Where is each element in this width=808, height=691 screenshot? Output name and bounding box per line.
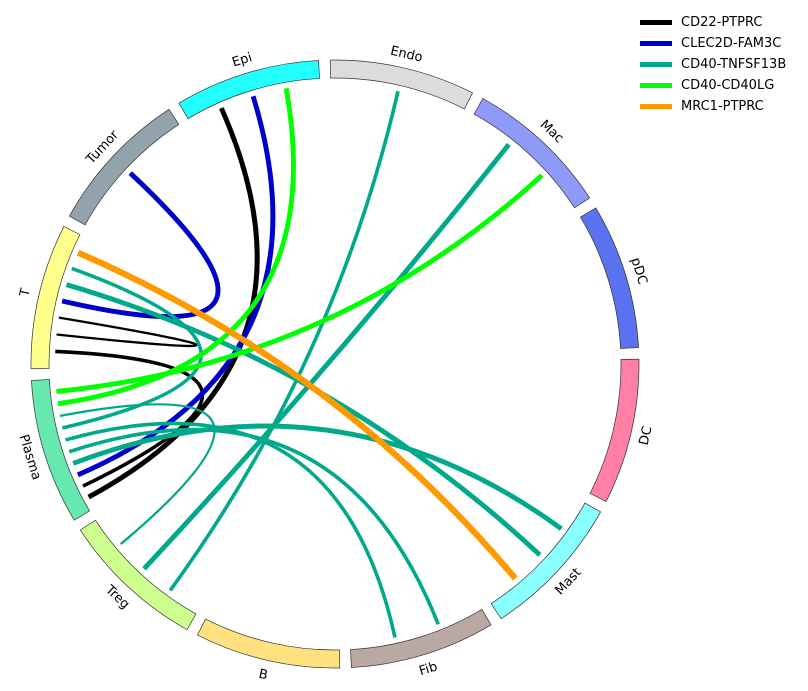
legend: CD22-PTPRC CLEC2D-FAM3C CD40-TNFSF13B CD40-… xyxy=(640,12,786,117)
link-cd40-tnfsf13b xyxy=(142,142,511,571)
link-mrc1-ptprc xyxy=(76,249,518,581)
link-cd40-tnfsf13b xyxy=(61,266,203,430)
sector-mast xyxy=(490,502,602,620)
links-layer xyxy=(55,87,563,638)
legend-item: MRC1-PTPRC xyxy=(640,96,786,117)
sector-treg xyxy=(79,519,197,631)
sector-label-t: T xyxy=(17,287,34,299)
sector-label-plasma: Plasma xyxy=(16,433,44,482)
legend-label: MRC1-PTPRC xyxy=(681,99,764,114)
link-cd40-cd40lg xyxy=(56,173,544,394)
link-cd40-tnfsf13b xyxy=(65,421,397,638)
legend-label: CD40-CD40LG xyxy=(681,78,775,93)
sector-fib xyxy=(350,608,492,668)
sector-label-fib: Fib xyxy=(417,659,439,679)
sector-pdc xyxy=(579,207,639,349)
link-clec2d-fam3c xyxy=(61,171,221,320)
link-cd40-tnfsf13b xyxy=(65,282,542,557)
sector-label-b: B xyxy=(257,667,269,684)
sector-t xyxy=(30,225,81,370)
sector-label-endo: Endo xyxy=(389,44,424,66)
sector-label-epi: Epi xyxy=(230,50,254,70)
legend-item: CD40-CD40LG xyxy=(640,75,786,96)
legend-swatch xyxy=(640,62,672,67)
legend-label: CD40-TNFSF13B xyxy=(681,57,787,72)
sector-label-pdc: pDC xyxy=(627,256,649,287)
link-cd22-ptprc xyxy=(56,316,198,348)
sector-endo xyxy=(329,59,474,110)
sector-tumor xyxy=(68,108,180,226)
link-cd40-tnfsf13b xyxy=(168,90,400,592)
legend-swatch xyxy=(640,20,672,25)
sector-mac xyxy=(473,97,591,209)
sector-plasma xyxy=(31,379,91,521)
sector-b xyxy=(196,618,341,669)
sector-epi xyxy=(178,60,320,120)
sector-label-dc: DC xyxy=(637,425,656,447)
legend-swatch xyxy=(640,41,672,46)
legend-item: CD40-TNFSF13B xyxy=(640,54,786,75)
legend-label: CLEC2D-FAM3C xyxy=(681,36,782,51)
legend-label: CD22-PTPRC xyxy=(681,15,763,30)
legend-item: CD22-PTPRC xyxy=(640,12,786,33)
link-cd40-tnfsf13b xyxy=(72,423,563,531)
link-cd40-cd40lg xyxy=(57,87,296,407)
sector-dc xyxy=(589,358,640,503)
legend-item: CLEC2D-FAM3C xyxy=(640,33,786,54)
legend-swatch xyxy=(640,83,672,88)
sectors-layer xyxy=(30,59,640,669)
legend-swatch xyxy=(640,104,672,109)
link-cd40-tnfsf13b xyxy=(68,427,440,625)
link-cd40-tnfsf13b xyxy=(59,403,216,546)
